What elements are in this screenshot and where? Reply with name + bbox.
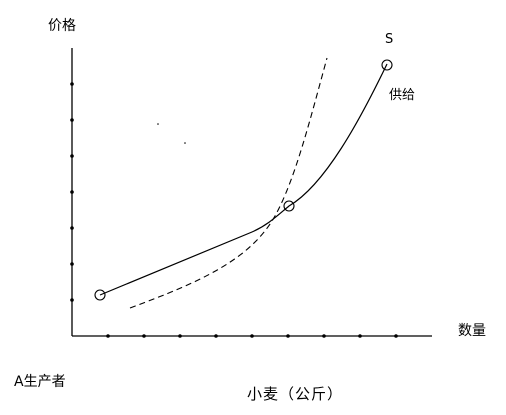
- x-tick: [106, 334, 110, 338]
- x-tick: [358, 334, 362, 338]
- y-axis-ticks: [70, 82, 74, 302]
- x-axis-label: 数量: [458, 323, 486, 339]
- y-tick: [70, 262, 74, 266]
- x-tick: [286, 334, 290, 338]
- y-tick: [70, 118, 74, 122]
- y-tick: [70, 298, 74, 302]
- x-tick: [142, 334, 146, 338]
- x-axis-ticks: [106, 334, 398, 338]
- supply-point-mid: [283, 200, 295, 212]
- supply-point-low: [94, 289, 106, 301]
- y-tick: [70, 190, 74, 194]
- y-tick: [70, 82, 74, 86]
- x-tick: [214, 334, 218, 338]
- dashed-supply-curve: [129, 57, 328, 309]
- y-axis-label: 价格: [48, 18, 76, 34]
- stray-dot: [157, 123, 159, 125]
- supply-point-high: [381, 59, 393, 71]
- y-tick: [70, 154, 74, 158]
- x-axis-title: 小麦（公斤）: [247, 385, 344, 403]
- supply-curve-label: 供给: [389, 88, 416, 103]
- x-tick: [322, 334, 326, 338]
- supply-curve: [99, 63, 388, 296]
- curve-letter-label: S: [385, 32, 394, 47]
- x-tick: [178, 334, 182, 338]
- y-tick: [70, 226, 74, 230]
- producer-label: A生产者: [14, 374, 66, 390]
- stray-dot: [184, 142, 186, 144]
- x-tick: [250, 334, 254, 338]
- x-tick: [394, 334, 398, 338]
